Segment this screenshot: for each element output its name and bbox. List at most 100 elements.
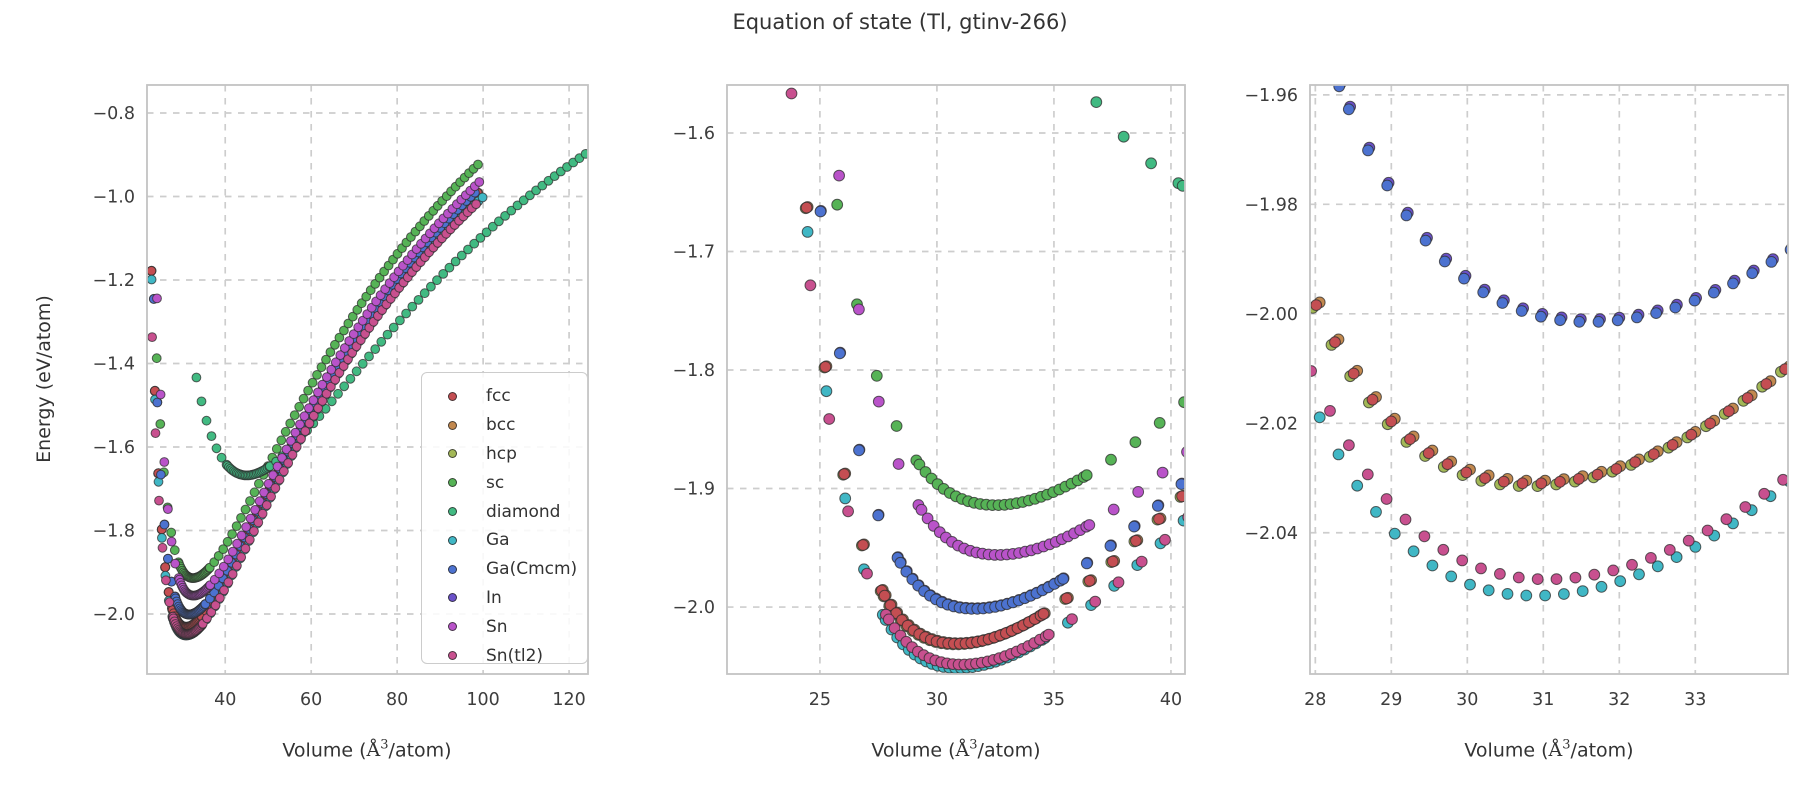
scatter-series-overview [147,149,588,641]
series-Sn [152,177,485,601]
x-tick-label: 40 [1160,690,1182,710]
legend-marker-icon [448,535,457,545]
scatter-series-mid-zoom [785,87,1185,674]
series-Sn(tl2) [785,87,1185,671]
legend-marker-icon [448,391,457,401]
series-Ga(Cmcm) [814,205,1185,615]
legend-item-Ga: Ga [422,526,587,555]
legend-label: bcc [486,415,516,436]
legend-marker-icon [448,651,457,661]
tick-labels-overview: 40 60 80 100 120 −0.8 −1.0 −1.2 −1.4 −1.6 −1.8 −2.0 [93,104,586,710]
tick-labels-mid-zoom: 25 30 35 40 −1.6 −1.7 −1.8 −1.9 −2.0 [673,124,1183,710]
y-tick-label: −2.0 [93,605,136,625]
legend-item-In: In [422,584,587,613]
legend-label: hcp [486,443,517,464]
x-tick-label: 32 [1608,690,1630,710]
panel-minimum-zoom: 28 29 30 31 32 33 −1.96 −1.98 −2.00 −2.02 −2.04 [1244,84,1789,710]
y-tick-label: −1.9 [673,480,716,500]
y-axis-label: Energy (eV/atom) [33,295,55,463]
legend-label: Ga [486,530,510,551]
x-tick-label: 25 [809,690,831,710]
x-tick-label: 30 [926,690,948,710]
series-In [1334,85,1788,326]
x-tick-label: 35 [1043,690,1065,710]
y-tick-label: −1.2 [93,271,136,291]
legend-label: Ga(Cmcm) [486,559,578,580]
panel-overview: 40 60 80 100 120 −0.8 −1.0 −1.2 −1.4 −1.6 −1.8 −2.0 [93,84,589,710]
series-bcc [801,201,1185,649]
x-tick-label: 31 [1532,690,1554,710]
y-tick-label: −2.0 [673,598,716,618]
y-tick-label: −1.4 [93,354,136,374]
x-tick-label: 120 [552,690,585,710]
tick-labels-minimum-zoom: 28 29 30 31 32 33 −1.96 −1.98 −2.00 −2.02 −2.04 [1244,86,1706,710]
legend-label: sc [486,472,505,493]
y-tick-label: −0.8 [93,104,136,124]
legend-label: Sn(tl2) [486,645,544,666]
series-bcc [1313,296,1788,487]
y-tick-label: −1.6 [673,124,716,144]
legend-item-hcp: hcp [422,440,587,469]
axes-spines-mid-zoom [726,84,1186,675]
x-tick-label: 29 [1380,690,1402,710]
y-tick-label: −2.04 [1244,524,1298,544]
y-tick-label: −1.96 [1244,86,1298,106]
y-tick-label: −2.00 [1244,305,1298,325]
series-fcc [1310,299,1788,490]
legend-label: In [486,587,502,608]
scatter-series-minimum-zoom [1310,85,1788,602]
legend-marker-icon [448,449,457,459]
series-hcp [799,202,1185,651]
series-sc [831,198,1185,512]
legend-marker-icon [448,507,457,517]
x-tick-label: 80 [386,690,408,710]
legend-item-Ga(Cmcm): Ga(Cmcm) [422,555,587,584]
x-tick-label: 33 [1684,690,1706,710]
legend-item-Sn(tl2): Sn(tl2) [422,641,587,670]
y-tick-label: −1.8 [93,521,136,541]
y-tick-label: −2.02 [1244,414,1298,434]
legend-label: diamond [486,501,561,522]
series-Sn(tl2) [147,199,482,640]
legend-marker-icon [448,593,457,603]
series-Sn(tl2) [1310,365,1788,585]
legend-item-diamond: diamond [422,497,587,526]
y-tick-label: −1.8 [673,361,716,381]
y-tick-label: −1.98 [1244,195,1298,215]
axes-spines-minimum-zoom [1309,84,1789,675]
legend-item-Sn: Sn [422,612,587,641]
x-axis-label-overview: Volume (Å3/atom) [282,738,452,762]
grid-mid-zoom [727,85,1185,674]
page-title: Equation of state (Tl, gtinv-266) [732,10,1068,34]
x-tick-label: 100 [466,690,499,710]
x-axis-label-mid-zoom: Volume (Å3/atom) [871,738,1041,762]
legend-marker-icon [448,564,457,574]
x-tick-label: 40 [214,690,236,710]
series-fcc [800,201,1185,650]
grid-minimum-zoom [1310,85,1788,674]
legend: fcc bcc hcp sc diamond Ga Ga(Cmcm) In Sn Sn(tl2) [421,372,588,666]
x-axis-label-minimum-zoom: Volume (Å3/atom) [1464,738,1634,762]
axes-spines-overview [146,84,589,675]
legend-marker-icon [448,420,457,430]
y-tick-label: −1.7 [673,243,716,263]
series-Ga(Cmcm) [1333,85,1788,328]
legend-item-bcc: bcc [422,411,587,440]
legend-item-fcc: fcc [422,382,587,411]
legend-marker-icon [448,478,457,488]
legend-label: fcc [486,386,511,407]
legend-label: Sn [486,616,508,637]
series-Ga [1313,411,1788,602]
y-tick-label: −1.0 [93,187,136,207]
panel-mid-zoom: 25 30 35 40 −1.6 −1.7 −1.8 −1.9 −2.0 [673,84,1186,710]
legend-item-sc: sc [422,468,587,497]
series-diamond [1090,96,1185,192]
y-tick-label: −1.6 [93,438,136,458]
x-tick-label: 60 [300,690,322,710]
series-Sn [833,169,1185,561]
legend-marker-icon [448,622,457,632]
x-tick-label: 30 [1456,690,1478,710]
x-tick-label: 28 [1304,690,1326,710]
